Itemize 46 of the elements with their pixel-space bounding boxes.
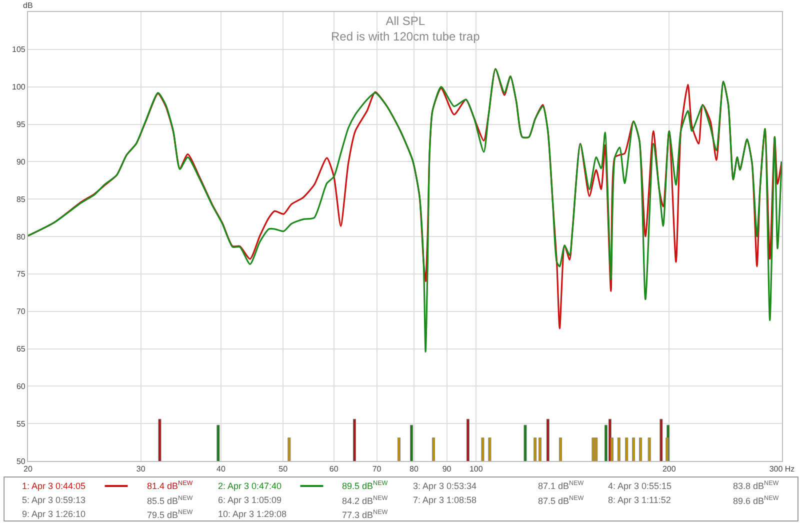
x-tick-label: 300 Hz [769, 464, 795, 474]
text: 87.1 dB$^{NEW}$ [538, 480, 584, 491]
text: 3: Apr 3 0:53:34 [413, 481, 477, 491]
text: 10: Apr 3 1:29:08 [218, 509, 287, 519]
y-tick-label: 85 [16, 194, 26, 204]
text: 9: Apr 3 1:26:10 [22, 509, 86, 519]
x-tick-label: 20 [24, 464, 33, 474]
x-tick-label: 70 [372, 464, 382, 474]
text: 6: Apr 3 1:05:09 [218, 495, 282, 505]
y-tick-label: 90 [16, 157, 26, 166]
text: Red is with 120cm tube trap [331, 30, 480, 44]
text: 7: Apr 3 1:08:58 [413, 495, 477, 505]
y-tick-label: 100 [12, 82, 26, 92]
text: 8: Apr 3 1:11:52 [608, 495, 671, 505]
x-tick-label: 100 [469, 464, 484, 474]
y-tick-label: 75 [16, 270, 26, 279]
text: 85.5 dB$^{NEW}$ [147, 495, 193, 506]
y-tick-label: 55 [16, 419, 26, 428]
text: 84.2 dB$^{NEW}$ [342, 495, 388, 506]
text: 89.5 dB$^{NEW}$ [342, 480, 388, 491]
x-tick-label: 80 [410, 464, 419, 474]
text: 79.5 dB$^{NEW}$ [147, 509, 193, 520]
x-tick-label: 40 [216, 464, 226, 474]
chart-title: All SPL [386, 14, 426, 28]
text: 89.6 dB$^{NEW}$ [733, 495, 779, 506]
y-tick-label: 105 [12, 45, 26, 54]
y-tick-label: 65 [16, 344, 26, 354]
y-tick-label: 50 [16, 456, 26, 466]
x-tick-label: 90 [442, 464, 452, 474]
y-tick-label: 60 [16, 382, 26, 391]
x-tick-label: 50 [278, 464, 288, 474]
legend-label: 1: Apr 3 0:44:05 [22, 481, 86, 491]
text: 77.3 dB$^{NEW}$ [342, 509, 388, 520]
text: 87.5 dB$^{NEW}$ [538, 495, 584, 506]
y-tick-label: 80 [16, 232, 26, 242]
x-tick-label: 200 [662, 464, 676, 474]
text: 5: Apr 3 0:59:13 [22, 495, 86, 505]
legend-label: 2: Apr 3 0:47:40 [218, 481, 282, 491]
text: 83.8 dB$^{NEW}$ [733, 480, 779, 491]
text: 81.4 dB$^{NEW}$ [147, 480, 193, 491]
y-tick-label: 95 [16, 120, 26, 130]
text: 4: Apr 3 0:55:15 [608, 481, 672, 491]
x-tick-label: 30 [136, 464, 146, 474]
x-tick-label: 60 [329, 464, 339, 474]
y-tick-label: 70 [16, 307, 26, 316]
y-axis-title: dB [23, 1, 33, 10]
